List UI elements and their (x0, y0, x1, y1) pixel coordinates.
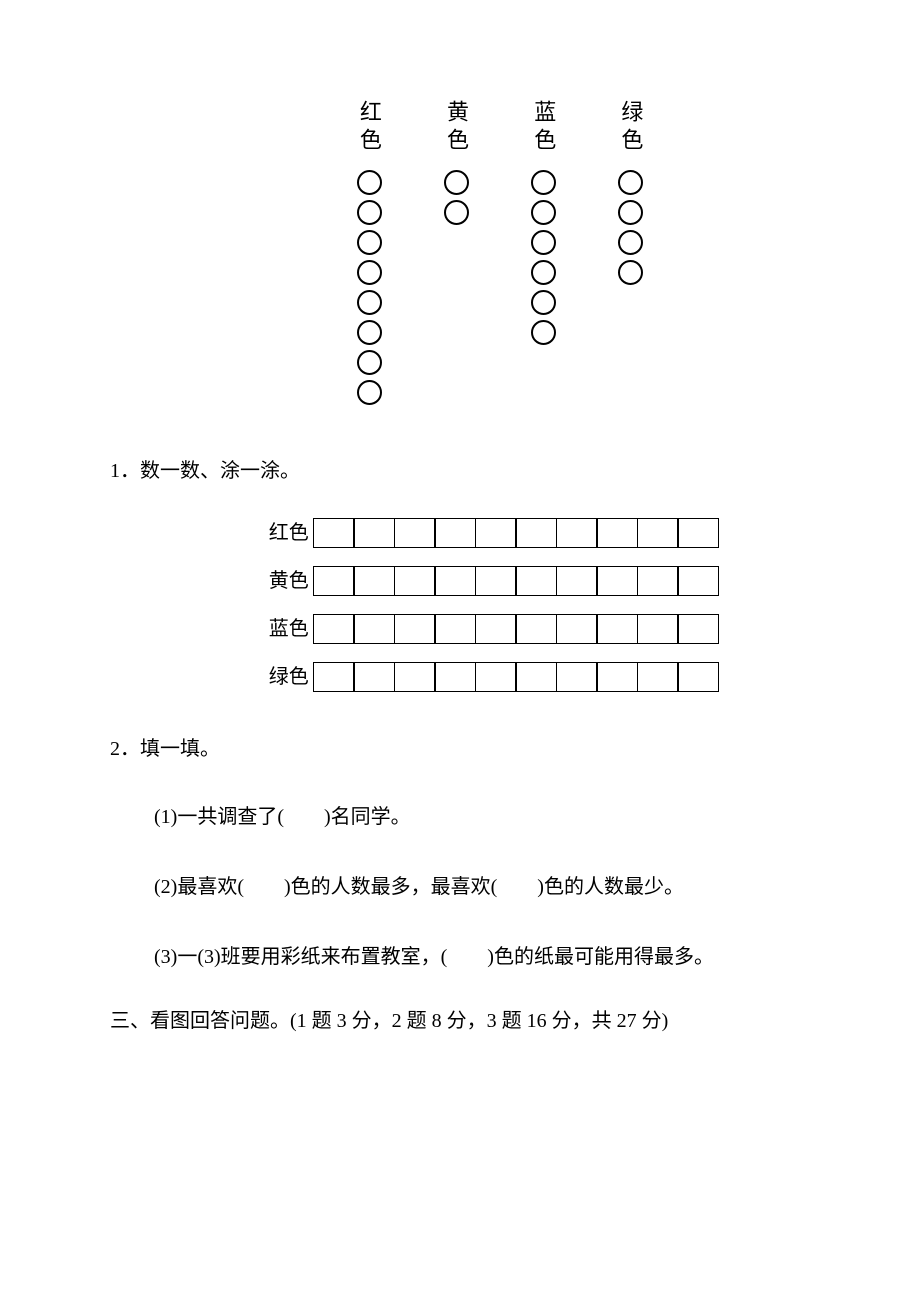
grid-cell (313, 518, 355, 548)
tally-column-label: 黄色 (439, 100, 474, 156)
grid-cells (313, 566, 720, 596)
grid-cell (637, 614, 679, 644)
grid-cell (475, 566, 517, 596)
grid-cell (353, 614, 395, 644)
tally-circle (357, 380, 382, 405)
grid-cell (353, 662, 395, 692)
grid-row: 绿色 (261, 661, 720, 693)
grid-cells (313, 518, 720, 548)
tally-circles (531, 170, 556, 345)
grid-cell (637, 518, 679, 548)
grid-cell (434, 566, 476, 596)
grid-cell (394, 518, 436, 548)
grid-row-label: 绿色 (261, 661, 309, 693)
grid-cell (353, 566, 395, 596)
grid-cell (596, 614, 638, 644)
q2-sub-3: (3)一(3)班要用彩纸来布置教室，( )色的纸最可能用得最多。 (154, 935, 810, 979)
grid-row: 蓝色 (261, 613, 720, 645)
q2-text: 填一填。 (140, 738, 220, 760)
tally-circles (357, 170, 382, 405)
grid-cell (394, 566, 436, 596)
grid-cell (313, 662, 355, 692)
q2-sub-1: (1)一共调查了( )名同学。 (154, 795, 810, 839)
tally-circle (531, 290, 556, 315)
tally-column-label: 红色 (352, 100, 387, 156)
tally-circle (357, 290, 382, 315)
grid-cell (313, 566, 355, 596)
grid-row-label: 黄色 (261, 565, 309, 597)
tally-circle (618, 260, 643, 285)
grid-row: 红色 (261, 517, 720, 549)
q2-number: 2． (110, 738, 140, 760)
grid-cell (637, 662, 679, 692)
section-3-heading: 三、看图回答问题。(1 题 3 分，2 题 8 分，3 题 16 分，共 27 … (110, 1005, 810, 1037)
grid-cell (556, 566, 598, 596)
grid-cell (677, 566, 719, 596)
grid-cell (515, 614, 557, 644)
grid-cell (394, 662, 436, 692)
grid-chart: 红色黄色蓝色绿色 (170, 517, 810, 693)
tally-circle (444, 200, 469, 225)
grid-cell (596, 566, 638, 596)
tally-circle (531, 320, 556, 345)
tally-circle (531, 200, 556, 225)
grid-cells (313, 614, 720, 644)
grid-cell (353, 518, 395, 548)
tally-column: 红色 (352, 100, 387, 405)
tally-column: 绿色 (613, 100, 648, 405)
grid-cell (677, 662, 719, 692)
grid-cells (313, 662, 720, 692)
grid-cell (434, 662, 476, 692)
tally-circle (357, 320, 382, 345)
grid-row-label: 蓝色 (261, 613, 309, 645)
grid-cell (556, 662, 598, 692)
tally-circle (618, 230, 643, 255)
tally-circle (531, 230, 556, 255)
tally-circle (357, 260, 382, 285)
question-2: 2．填一填。 (110, 733, 810, 765)
grid-cell (677, 614, 719, 644)
tally-circle (357, 350, 382, 375)
grid-cell (475, 518, 517, 548)
tally-circle (618, 170, 643, 195)
tally-column-label: 绿色 (613, 100, 648, 156)
tally-circle (531, 260, 556, 285)
grid-cell (434, 518, 476, 548)
tally-circle (357, 200, 382, 225)
tally-circles (444, 170, 469, 225)
tally-column: 黄色 (439, 100, 474, 405)
grid-row: 黄色 (261, 565, 720, 597)
grid-cell (556, 614, 598, 644)
grid-cell (515, 662, 557, 692)
grid-cell (596, 518, 638, 548)
grid-cell (515, 518, 557, 548)
grid-cell (475, 614, 517, 644)
grid-cell (394, 614, 436, 644)
grid-cell (677, 518, 719, 548)
grid-row-label: 红色 (261, 517, 309, 549)
q1-text: 数一数、涂一涂。 (140, 460, 300, 482)
q2-sub-2: (2)最喜欢( )色的人数最多，最喜欢( )色的人数最少。 (154, 865, 810, 909)
grid-cell (596, 662, 638, 692)
grid-cell (475, 662, 517, 692)
question-1: 1．数一数、涂一涂。 (110, 455, 810, 487)
q1-number: 1． (110, 460, 140, 482)
tally-column: 蓝色 (526, 100, 561, 405)
tally-column-label: 蓝色 (526, 100, 561, 156)
tally-circle (357, 170, 382, 195)
grid-cell (556, 518, 598, 548)
grid-cell (434, 614, 476, 644)
grid-cell (637, 566, 679, 596)
tally-chart: 红色黄色蓝色绿色 (190, 100, 810, 405)
tally-circle (531, 170, 556, 195)
grid-cell (313, 614, 355, 644)
tally-circles (618, 170, 643, 285)
tally-circle (357, 230, 382, 255)
grid-cell (515, 566, 557, 596)
tally-circle (444, 170, 469, 195)
tally-circle (618, 200, 643, 225)
